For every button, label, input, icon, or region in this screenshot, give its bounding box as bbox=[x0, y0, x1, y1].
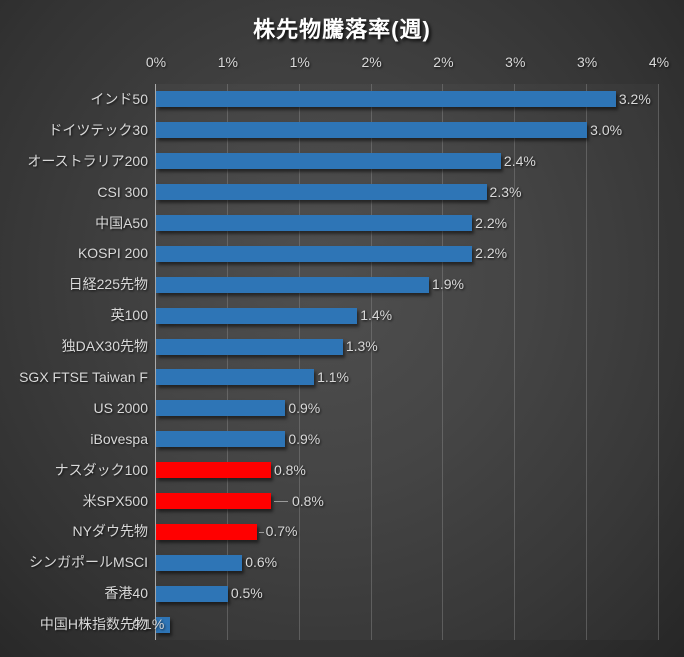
bar[interactable] bbox=[156, 585, 228, 602]
leader-line bbox=[258, 531, 264, 533]
plot-area: 3.2% 3.0% 2.4% 2.3% 2.2% 2.2% 1.9% 1.4% 1.3% 1.1%… bbox=[132, 84, 659, 640]
value-label: 0.5% bbox=[230, 585, 263, 602]
chart-title: 株先物騰落率(週) bbox=[253, 17, 431, 42]
gridline bbox=[586, 84, 588, 640]
bar[interactable] bbox=[156, 523, 257, 540]
value-label: 1.4% bbox=[360, 307, 393, 324]
value-label: 3.0% bbox=[590, 121, 623, 138]
gridline bbox=[226, 84, 228, 640]
axis-tick-label: 1% bbox=[217, 54, 238, 70]
bar[interactable] bbox=[156, 493, 271, 509]
bar[interactable] bbox=[156, 462, 271, 479]
value-label: 1.1% bbox=[317, 369, 349, 385]
category-label: 中国A50 bbox=[95, 214, 148, 231]
bar[interactable] bbox=[156, 276, 430, 293]
category-label: SGX FTSE Taiwan F bbox=[19, 369, 148, 385]
bar[interactable] bbox=[156, 431, 286, 448]
bar[interactable] bbox=[156, 616, 171, 633]
category-label: CSI 300 bbox=[97, 183, 148, 200]
bar[interactable] bbox=[156, 122, 588, 139]
category-label: 中国H株指数先物 bbox=[39, 616, 148, 633]
gridline bbox=[514, 84, 516, 640]
bar[interactable] bbox=[156, 338, 343, 355]
value-label: 2.3% bbox=[489, 183, 522, 200]
value-label: 3.2% bbox=[618, 91, 651, 107]
bar[interactable] bbox=[156, 184, 487, 201]
bar[interactable] bbox=[156, 245, 473, 262]
value-label: 0.6% bbox=[245, 554, 278, 571]
value-label: 0.9% bbox=[288, 430, 321, 447]
gridline bbox=[370, 84, 372, 640]
value-label: 2.4% bbox=[503, 152, 536, 169]
category-label: 米SPX500 bbox=[82, 492, 148, 509]
axis-tick-label: 3% bbox=[577, 54, 598, 70]
bar[interactable] bbox=[156, 91, 616, 108]
category-label: ドイツテック30 bbox=[48, 121, 148, 138]
x-axis: 0% 1% 1% 2% 2% 3% 3% 4% bbox=[0, 54, 684, 72]
category-label: NYダウ先物 bbox=[72, 523, 148, 540]
value-label: 1.9% bbox=[432, 276, 464, 293]
category-label: 香港40 bbox=[104, 585, 148, 602]
category-label: 日経225先物 bbox=[68, 276, 148, 293]
category-label: US 2000 bbox=[93, 399, 148, 416]
axis-tick-label: 0% bbox=[145, 54, 167, 70]
category-label: 独DAX30先物 bbox=[61, 338, 148, 355]
bar[interactable] bbox=[156, 554, 243, 571]
value-label: 2.2% bbox=[475, 214, 508, 231]
category-label: オーストラリア200 bbox=[27, 152, 148, 169]
axis-tick-label: 4% bbox=[648, 54, 670, 70]
category-axis: インド50 ドイツテック30 オーストラリア200 CSI 300 中国A50 KOSPI… bbox=[0, 84, 148, 640]
axis-line bbox=[155, 84, 156, 640]
axis-tick-label: 3% bbox=[505, 54, 526, 70]
category-label: 英100 bbox=[110, 307, 148, 324]
value-label: 0.7% bbox=[265, 523, 298, 540]
value-label: 0.1% bbox=[132, 616, 165, 633]
category-label: シンガポールMSCI bbox=[29, 554, 148, 571]
axis-tick-label: 1% bbox=[289, 54, 310, 70]
gridline bbox=[298, 84, 300, 640]
category-label: ナスダック100 bbox=[54, 461, 148, 478]
value-label: 0.8% bbox=[291, 492, 324, 509]
axis-tick-label: 2% bbox=[433, 54, 454, 70]
value-label: 0.9% bbox=[288, 399, 321, 416]
bar[interactable] bbox=[156, 307, 358, 324]
bar[interactable] bbox=[156, 400, 286, 417]
category-label: iBovespa bbox=[90, 430, 148, 447]
gridline bbox=[442, 84, 444, 640]
bar[interactable] bbox=[156, 369, 315, 386]
value-label: 2.2% bbox=[475, 245, 508, 262]
axis-tick-label: 2% bbox=[361, 54, 382, 70]
category-label: インド50 bbox=[90, 91, 148, 107]
gridline bbox=[658, 84, 659, 640]
bar[interactable] bbox=[156, 153, 501, 170]
value-label: 1.3% bbox=[345, 338, 378, 355]
value-label: 0.8% bbox=[273, 461, 306, 478]
category-label: KOSPI 200 bbox=[77, 245, 148, 262]
bar[interactable] bbox=[156, 215, 473, 231]
leader-line bbox=[273, 501, 288, 502]
